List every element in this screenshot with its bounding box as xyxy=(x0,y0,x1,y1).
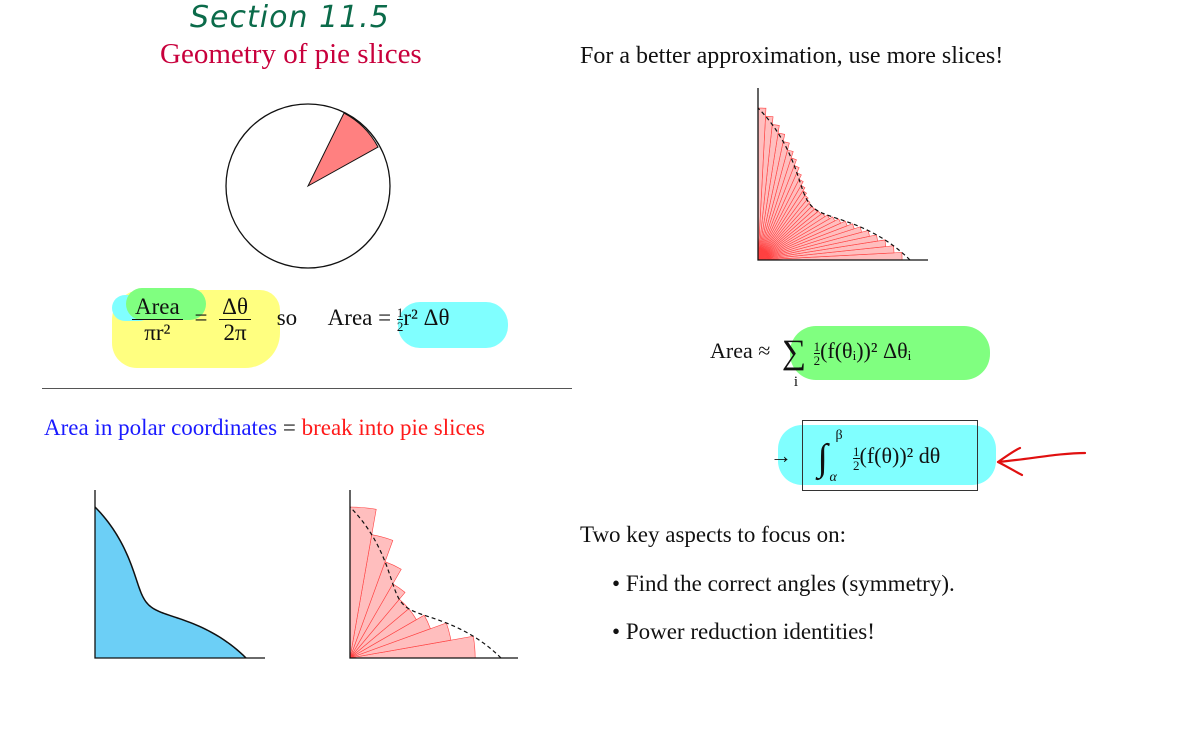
area-fraction: Area πr² xyxy=(132,294,183,346)
pie-slice xyxy=(757,214,830,261)
pie-slice xyxy=(349,614,431,659)
half-num: 1 xyxy=(853,443,860,459)
axes xyxy=(94,490,265,659)
aspect-item: • Find the correct angles (symmetry). xyxy=(612,571,955,597)
divider xyxy=(42,388,572,389)
pie-diagram xyxy=(225,103,391,269)
area-numerator: Area xyxy=(132,294,183,321)
angle-numerator: Δθ xyxy=(219,294,251,321)
bullet-icon: • xyxy=(612,619,626,644)
pie-slices-text: break into pie slices xyxy=(301,415,485,440)
polar-area-text: Area in polar coordinates xyxy=(44,415,278,440)
angle-denominator: 2π xyxy=(223,320,247,346)
half-num: 1 xyxy=(396,305,404,321)
highlight-green xyxy=(126,288,206,320)
highlight-cyan xyxy=(398,302,508,348)
area-denominator: πr² xyxy=(144,320,171,346)
integral-body: (f(θ))² dθ xyxy=(859,443,941,469)
axes xyxy=(757,88,928,261)
integral-formula: → ∫ β α 1 2 (f(θ))² dθ xyxy=(770,428,941,485)
highlight-cyan xyxy=(778,425,996,485)
bullet-icon: • xyxy=(612,571,626,596)
polar-line: Area in polar coordinates = break into p… xyxy=(44,415,485,441)
dashed-curve xyxy=(757,107,911,261)
equals-sign: = xyxy=(194,305,208,331)
section-label: Section 11.5 xyxy=(190,0,390,35)
aspect-text: Power reduction identities! xyxy=(625,619,875,644)
ratio-formula: Area πr² = Δθ 2π so Area = 1 2 r² Δθ xyxy=(132,294,449,346)
half-den: 2 xyxy=(813,352,821,368)
dashed-curve xyxy=(349,506,502,659)
sum-formula: Area ≈ ∑ i 1 2 (f(θᵢ))² Δθᵢ xyxy=(710,334,912,390)
integral-symbol: ∫ xyxy=(817,437,828,479)
sigma-symbol: ∑ xyxy=(781,334,807,371)
pie-slice xyxy=(757,210,822,261)
sum-index: i xyxy=(793,374,798,390)
half-den: 2 xyxy=(853,457,860,473)
arrow-icon: → xyxy=(770,443,792,469)
aspect-text: Find the correct angles (symmetry). xyxy=(625,571,955,596)
half-num: 1 xyxy=(813,338,821,354)
aspects-heading: Two key aspects to focus on: xyxy=(580,522,847,547)
boundary-curve xyxy=(94,506,247,659)
pie-slice xyxy=(306,112,379,188)
lower-limit: α xyxy=(829,470,837,485)
page-title: Geometry of pie slices xyxy=(160,38,422,70)
red-arrow-annotation xyxy=(996,446,1087,477)
axes xyxy=(349,490,518,659)
right-heading: For a better approximation, use more sli… xyxy=(580,43,1004,69)
angle-fraction: Δθ 2π xyxy=(219,294,251,346)
highlight-green xyxy=(790,326,990,380)
aspect-item: • Power reduction identities! xyxy=(612,619,875,645)
sum-body: (f(θᵢ))² Δθᵢ xyxy=(820,338,912,364)
integral-box xyxy=(802,420,978,491)
half-den: 2 xyxy=(396,319,404,335)
polar-region xyxy=(95,507,246,658)
equals-sign: = xyxy=(277,415,302,440)
upper-limit: β xyxy=(835,428,843,443)
area-approx: Area ≈ xyxy=(710,338,771,364)
so-text: so xyxy=(276,305,298,331)
r2-delta-theta: r² Δθ xyxy=(403,305,450,331)
area-equals: Area = xyxy=(327,305,392,331)
